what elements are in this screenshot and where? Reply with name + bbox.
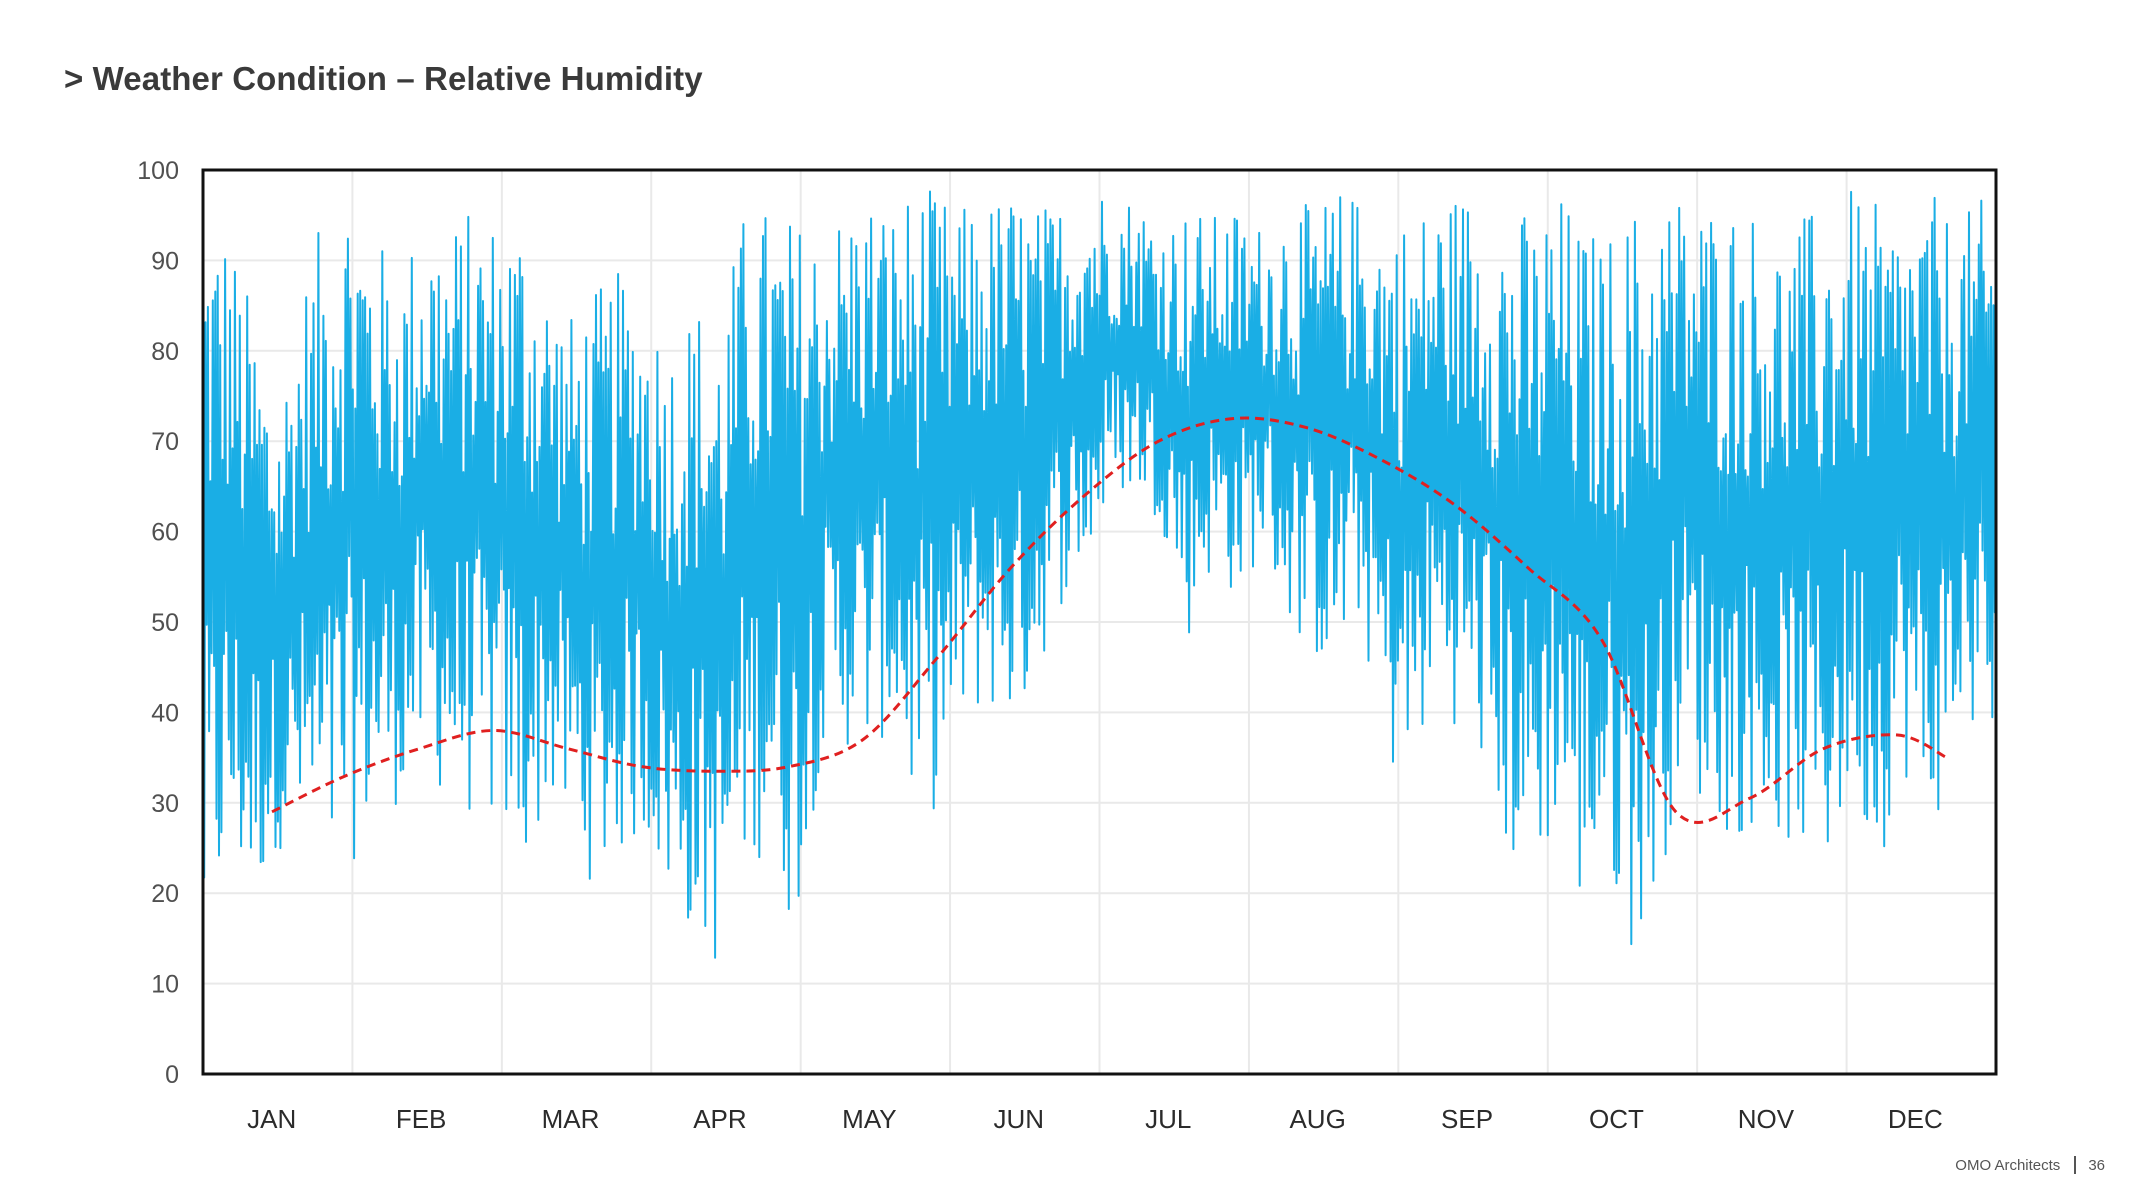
x-tick-label: APR xyxy=(693,1104,746,1134)
humidity-series-line xyxy=(202,190,1997,959)
x-tick-label: JUN xyxy=(994,1104,1045,1134)
plot-area-frame xyxy=(201,168,1998,1076)
page-title: > Weather Condition – Relative Humidity xyxy=(64,60,703,97)
y-axis-ticks: 0 10 20 30 40 50 60 70 80 90 100 xyxy=(137,157,179,1089)
x-tick-label: JAN xyxy=(247,1104,296,1134)
footer-page-number: 36 xyxy=(2088,1156,2105,1174)
y-tick-label: 0 xyxy=(165,1061,179,1089)
rh-series xyxy=(202,190,1997,959)
x-tick-label: DEC xyxy=(1888,1104,1943,1134)
x-tick-label: SEP xyxy=(1441,1104,1493,1134)
footer: OMO Architects 36 xyxy=(1955,1156,2105,1174)
y-tick-label: 70 xyxy=(151,428,179,456)
y-tick-label: 30 xyxy=(151,790,179,818)
x-tick-label: MAY xyxy=(842,1104,896,1134)
y-tick-label: 40 xyxy=(151,699,179,727)
y-tick-label: 60 xyxy=(151,519,179,547)
y-tick-label: 20 xyxy=(151,880,179,908)
x-tick-label: AUG xyxy=(1289,1104,1345,1134)
y-tick-label: 10 xyxy=(151,971,179,999)
footer-divider xyxy=(2074,1156,2077,1174)
x-tick-label: OCT xyxy=(1589,1104,1644,1134)
x-axis-ticks: JAN FEB MAR APR MAY JUN JUL AUG SEP OCT NOV DEC xyxy=(247,1104,1943,1134)
footer-company: OMO Architects xyxy=(1955,1156,2061,1174)
y-tick-label: 100 xyxy=(137,157,179,185)
x-tick-label: FEB xyxy=(396,1104,447,1134)
x-tick-label: MAR xyxy=(542,1104,600,1134)
relative-humidity-chart: 0 10 20 30 40 50 60 70 80 90 100 JAN FEB MAR APR MAY JU… xyxy=(137,157,1998,1134)
trend-line xyxy=(271,416,1948,824)
x-tick-label: NOV xyxy=(1738,1104,1795,1134)
y-tick-label: 80 xyxy=(151,338,179,366)
y-tick-label: 90 xyxy=(151,247,179,275)
x-tick-label: JUL xyxy=(1145,1104,1191,1134)
y-tick-label: 50 xyxy=(151,609,179,637)
